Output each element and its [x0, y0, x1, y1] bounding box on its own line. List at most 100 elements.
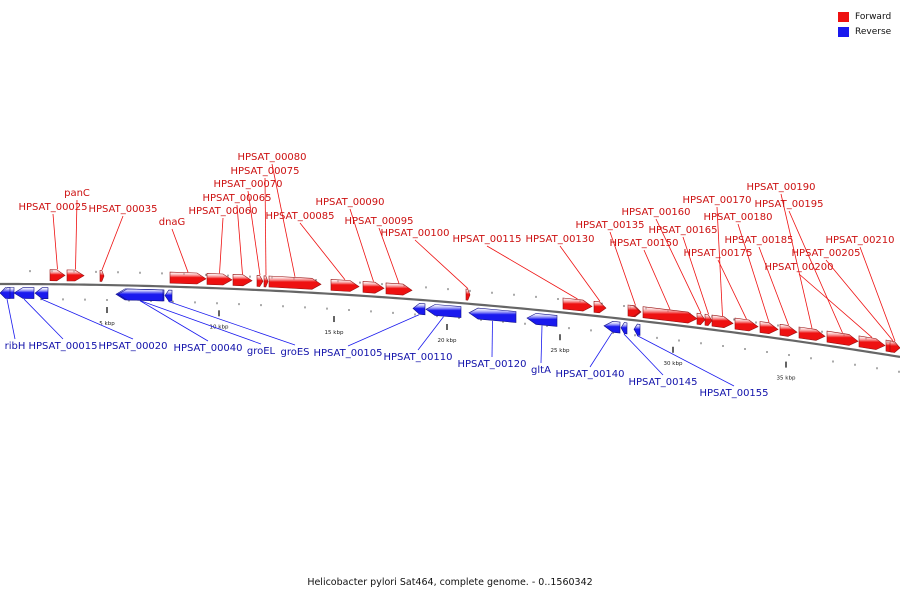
reverse-gene-label: HPSAT_00155 — [699, 388, 768, 399]
forward-gene-leader — [299, 222, 346, 280]
genome-caption: Helicobacter pylori Sat464, complete gen… — [307, 577, 593, 588]
forward-gene-label: HPSAT_00070 — [213, 179, 282, 190]
forward-gene-label: HPSAT_00210 — [825, 235, 894, 246]
forward-gene-hpsat-00065 — [232, 274, 253, 287]
forward-gene-leader — [859, 246, 896, 342]
reverse-gene-label: HPSAT_00145 — [628, 377, 697, 388]
forward-gene-leader — [271, 163, 296, 277]
forward-gene-label: HPSAT_00035 — [88, 204, 157, 215]
forward-gene-label: panC — [64, 188, 90, 199]
forward-gene-panc — [66, 269, 85, 282]
reverse-gene-label: ribH — [5, 341, 26, 352]
forward-gene-label: HPSAT_00090 — [315, 197, 384, 208]
forward-gene-hpsat-00175 — [734, 317, 759, 332]
forward-gene-hpsat-00075 — [263, 275, 269, 288]
forward-gene-leader — [236, 204, 243, 275]
forward-gene-label: HPSAT_00080 — [237, 152, 306, 163]
kbp-tick-label: 5 kbp — [99, 321, 115, 327]
reverse-gene-label: HPSAT_00105 — [313, 348, 382, 359]
legend-forward-label: Forward — [855, 11, 892, 22]
reverse-gene-leader — [23, 298, 64, 340]
reverse-gene-hpsat-00110 — [425, 304, 462, 318]
reverse-gene-hpsat-00105 — [412, 302, 426, 316]
forward-gene-label: HPSAT_00200 — [764, 262, 833, 273]
reverse-gene-label: HPSAT_00015 — [28, 341, 97, 352]
reverse-gene-label: groES — [280, 347, 309, 358]
reverse-gene-leader — [139, 300, 209, 342]
forward-gene-hpsat-00025 — [49, 269, 66, 282]
forward-gene-label: HPSAT_00165 — [648, 225, 717, 236]
forward-gene-leader — [717, 259, 747, 320]
forward-gene-dnag — [169, 271, 207, 285]
legend-forward: Forward — [838, 9, 891, 24]
forward-gene-hpsat-00190 — [798, 326, 826, 341]
forward-gene-hpsat-00195 — [826, 330, 859, 346]
reverse-gene-hpsat-00020 — [34, 287, 49, 300]
reverse-gene-label: groEL — [247, 346, 276, 357]
reverse-gene-label: gltA — [531, 365, 551, 376]
forward-gene-label: HPSAT_00065 — [202, 193, 271, 204]
forward-gene-leader — [716, 206, 723, 317]
reverse-gene-label: HPSAT_00120 — [457, 359, 526, 370]
kbp-tick-label: 35 kbp — [777, 376, 796, 382]
kbp-tick-label: 25 kbp — [551, 348, 570, 354]
forward-gene-label: HPSAT_00150 — [609, 238, 678, 249]
forward-gene-label: HPSAT_00130 — [525, 234, 594, 245]
reverse-gene-hpsat-00145 — [620, 322, 628, 335]
reverse-gene-hpsat-00155 — [633, 323, 641, 336]
forward-gene-leader — [559, 245, 601, 302]
forward-gene-label: HPSAT_00160 — [621, 207, 690, 218]
forward-gene-label: HPSAT_00025 — [18, 202, 87, 213]
reverse-gene-leader — [417, 316, 444, 351]
forward-gene-leader — [682, 236, 709, 315]
forward-gene-hpsat-00200 — [858, 335, 886, 350]
forward-gene-hpsat-00070 — [256, 275, 264, 287]
forward-gene-leader — [609, 231, 636, 306]
kbp-tick-label: 10 kbp — [210, 324, 229, 330]
forward-gene-label: HPSAT_00075 — [230, 166, 299, 177]
forward-gene-leader — [780, 193, 813, 329]
forward-gene-hpsat-00130 — [593, 300, 607, 314]
reverse-gene-label: HPSAT_00040 — [173, 343, 242, 354]
forward-gene-leader — [643, 249, 671, 310]
reverse-gene-label: HPSAT_00140 — [555, 369, 624, 380]
reverse-gene-label: HPSAT_00020 — [98, 341, 167, 352]
forward-gene-leader — [758, 246, 789, 326]
forward-gene-leader — [349, 208, 374, 282]
reverse-gene-arrow — [0, 287, 11, 299]
forward-gene-label: HPSAT_00185 — [724, 235, 793, 246]
reverse-gene-leader — [41, 298, 134, 340]
forward-gene-label: HPSAT_00060 — [188, 206, 257, 217]
reverse-gene-leader — [347, 314, 420, 347]
reverse-gene-leader — [6, 298, 16, 340]
forward-gene-hpsat-00180 — [759, 321, 779, 335]
forward-gene-label: HPSAT_00100 — [380, 228, 449, 239]
forward-gene-hpsat-00035 — [99, 270, 105, 282]
forward-gene-leader — [414, 239, 469, 290]
kbp-tick-label: 20 kbp — [438, 338, 457, 344]
reverse-gene-hpsat-00140 — [603, 320, 621, 334]
legend-reverse-label: Reverse — [855, 26, 892, 37]
legend: Forward Reverse — [838, 9, 891, 39]
forward-gene-label: HPSAT_00180 — [703, 212, 772, 223]
reverse-gene-label: HPSAT_00110 — [383, 352, 452, 363]
forward-gene-leader — [101, 215, 124, 271]
forward-gene-label: HPSAT_00205 — [791, 248, 860, 259]
reverse-gene-leader — [636, 335, 735, 387]
forward-gene-leader — [247, 190, 261, 276]
forward-gene-leader — [788, 210, 843, 334]
reverse-gene-leader — [623, 333, 664, 376]
forward-gene-label: HPSAT_00175 — [683, 248, 752, 259]
forward-gene-hpsat-00060 — [206, 273, 233, 286]
forward-gene-arrow — [627, 304, 641, 317]
forward-gene-label: HPSAT_00115 — [452, 234, 521, 245]
forward-gene-label: dnaG — [159, 217, 186, 228]
forward-gene-leader — [75, 199, 78, 270]
forward-gene-hpsat-00160 — [696, 312, 706, 326]
reverse-gene-leader — [540, 325, 543, 364]
reverse-gene-groel — [117, 288, 164, 302]
forward-gene-label: HPSAT_00190 — [746, 182, 815, 193]
reverse-swatch — [838, 26, 849, 37]
legend-reverse: Reverse — [838, 24, 891, 39]
